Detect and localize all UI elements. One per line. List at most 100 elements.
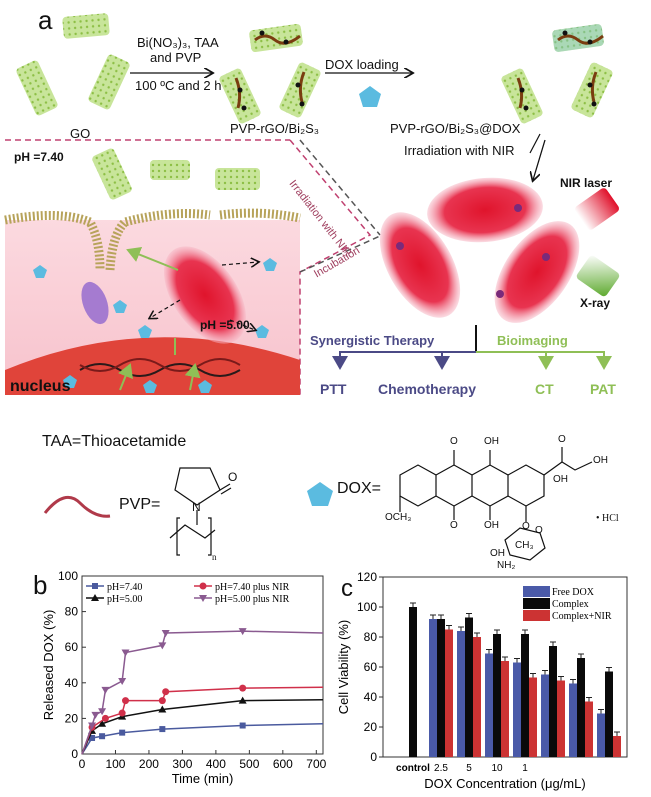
bar	[541, 674, 549, 757]
atom-label: CH₃	[515, 540, 534, 551]
atom-label: O	[228, 470, 238, 484]
ptt-label: PTT	[320, 381, 347, 397]
data-point	[92, 583, 98, 589]
legend-swatch	[523, 586, 550, 597]
nir-laser-label: NIR laser	[560, 176, 613, 190]
y-tick-label: 20	[65, 711, 79, 725]
atom-label: n	[212, 552, 217, 562]
product-label: PVP-rGO/Bi₂S₃@DOX	[390, 121, 521, 136]
data-point	[118, 678, 127, 686]
atom-label: N	[192, 500, 201, 514]
data-point	[158, 697, 166, 705]
bar	[473, 637, 481, 757]
bar	[605, 671, 613, 757]
reaction-conditions: 100 ºC and 2 h	[135, 78, 222, 93]
legend-label: pH=7.40	[107, 582, 142, 593]
y-tick-label: 80	[364, 630, 378, 644]
bar	[521, 634, 529, 757]
reagents-line2: and PVP	[150, 50, 202, 65]
dox-definition: DOX=	[337, 480, 382, 497]
data-point	[199, 582, 207, 590]
schematic-graphics	[4, 13, 620, 395]
chemotherapy-label: Chemotherapy	[378, 381, 477, 397]
atom-label: OH	[484, 520, 499, 531]
legend-swatch	[523, 598, 550, 609]
data-point	[238, 628, 247, 636]
xray-label: X-ray	[580, 296, 611, 310]
x-tick-label: 0	[79, 757, 86, 771]
y-tick-label: 60	[65, 640, 79, 654]
legend-label: pH=5.00	[107, 594, 142, 605]
atom-label: O	[450, 520, 458, 531]
atom-label: O	[522, 521, 530, 532]
data-point	[91, 594, 99, 601]
go-sheets	[16, 13, 130, 116]
pvp-definition: PVP=	[119, 496, 161, 513]
bar	[465, 617, 473, 757]
y-tick-label: 40	[65, 676, 79, 690]
panel-label-b: b	[33, 570, 48, 600]
x-tick-label: control	[396, 763, 430, 774]
x-tick-label: 100	[105, 757, 125, 771]
data-point	[161, 629, 170, 637]
data-point	[99, 733, 106, 740]
rgo-bi2s3-sheets	[219, 24, 321, 124]
plot-frame	[81, 575, 324, 755]
ph-inside-label: pH =5.00	[200, 318, 250, 332]
data-point	[119, 729, 126, 736]
data-point	[91, 711, 100, 719]
data-point	[118, 709, 126, 717]
data-point	[89, 734, 96, 741]
x-axis-label: DOX Concentration (μg/mL)	[424, 776, 585, 791]
panel-label-c: c	[341, 575, 353, 602]
atom-label: OH	[484, 436, 499, 447]
y-tick-label: 100	[58, 569, 78, 583]
bar	[577, 658, 585, 757]
y-tick-label: 20	[364, 720, 378, 734]
x-tick-label: 300	[172, 757, 192, 771]
legend-swatch	[523, 610, 550, 621]
x-tick-label: 500	[239, 757, 259, 771]
panel-label-a: a	[38, 5, 53, 35]
x-tick-label: 1	[522, 763, 528, 774]
bar	[557, 680, 565, 757]
x-tick-label: 10	[491, 763, 503, 774]
data-point	[158, 705, 167, 713]
bar	[513, 662, 521, 757]
data-point	[122, 697, 130, 705]
ct-label: CT	[535, 381, 554, 397]
bar	[409, 607, 417, 757]
legend-label: Complex+NIR	[552, 611, 612, 622]
dox-loaded-sheets	[501, 24, 613, 124]
synergistic-therapy-label: Synergistic Therapy	[310, 333, 435, 348]
dox-molecules	[33, 258, 277, 393]
legend-label: Free DOX	[552, 587, 595, 598]
y-tick-label: 60	[364, 660, 378, 674]
x-tick-label: 400	[206, 757, 226, 771]
y-tick-label: 40	[364, 690, 378, 704]
irradiation-arrow-label: Irradiation with NIR	[404, 143, 515, 158]
bar	[437, 619, 445, 757]
data-point	[199, 595, 207, 602]
go-label: GO	[70, 126, 91, 141]
data-point	[162, 688, 170, 696]
x-tick-label: 200	[139, 757, 159, 771]
nir-laser-icon	[574, 188, 620, 230]
nir-irradiated-particles	[379, 177, 580, 323]
bar	[597, 713, 605, 757]
y-tick-label: 120	[357, 570, 377, 584]
atom-label: OH	[593, 455, 608, 466]
x-tick-label: 600	[273, 757, 293, 771]
data-point	[98, 708, 107, 716]
data-point	[98, 719, 107, 727]
x-tick-label: 5	[466, 763, 472, 774]
xray-icon	[576, 255, 620, 297]
bar	[457, 631, 465, 757]
atom-label: O	[450, 436, 458, 447]
bar	[613, 736, 621, 757]
atom-label: OH	[553, 474, 568, 485]
data-point	[238, 696, 247, 704]
data-point	[158, 642, 167, 650]
